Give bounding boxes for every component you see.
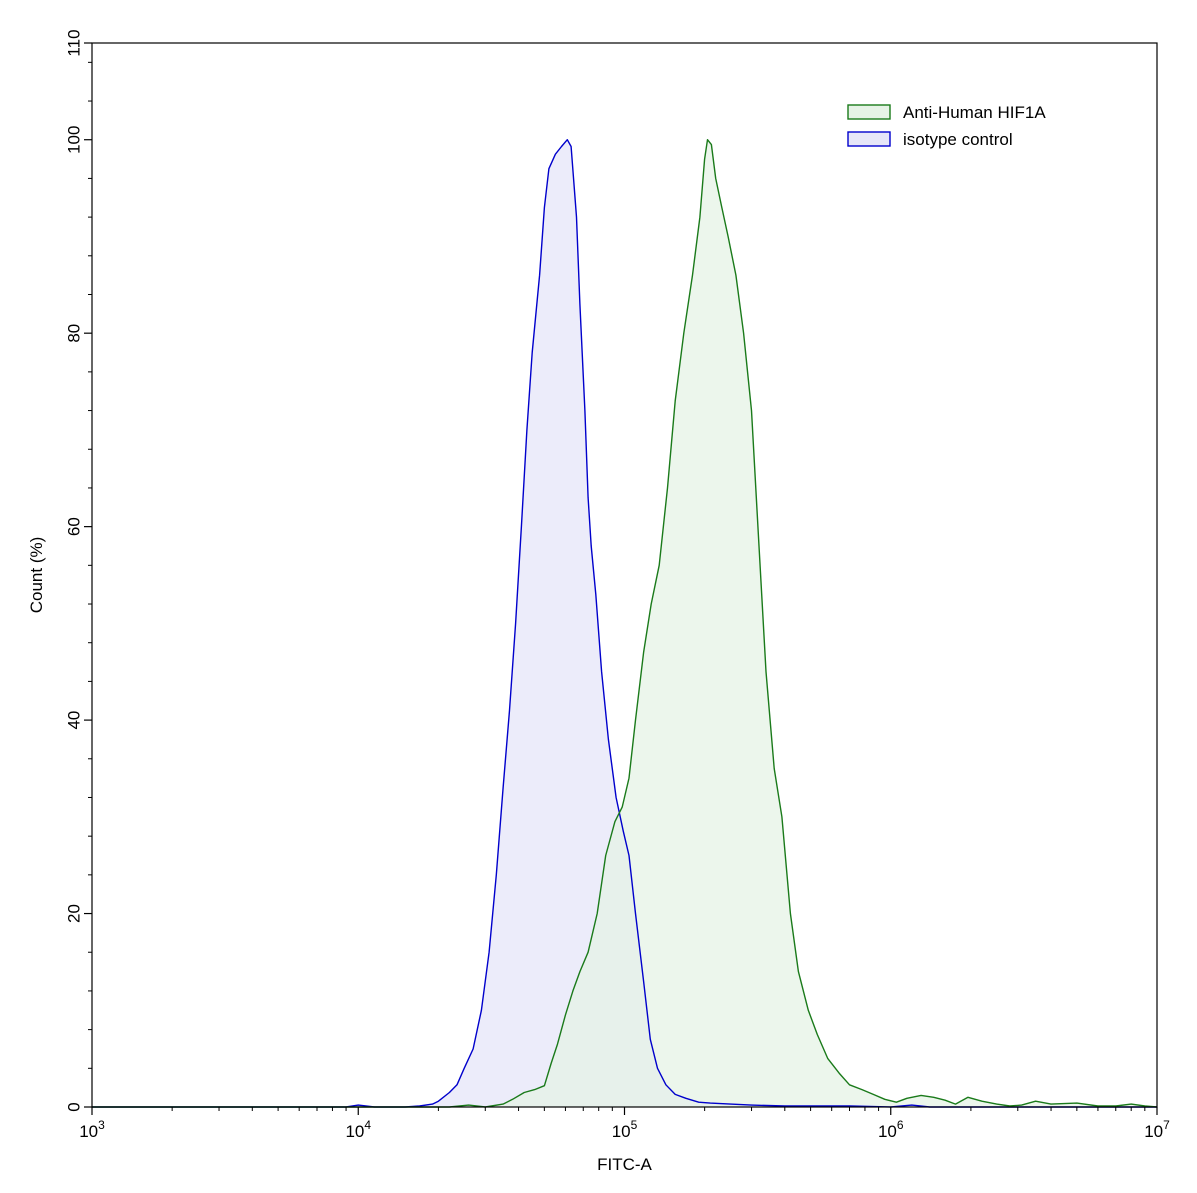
x-tick-exponent: 7 — [1163, 1118, 1170, 1132]
y-tick-label: 110 — [65, 29, 84, 56]
series-line-isotype-control — [92, 139, 1157, 1108]
x-tick-exponent: 6 — [897, 1118, 904, 1132]
series-line-anti-human-hif1a — [92, 139, 1158, 1108]
y-tick-label: 40 — [65, 711, 84, 730]
legend: Anti-Human HIF1A isotype control — [847, 103, 1046, 149]
x-tick-exponent: 3 — [98, 1118, 105, 1132]
x-tick-label: 106 — [878, 1118, 904, 1141]
y-tick-label: 20 — [65, 904, 84, 923]
legend-swatch-isotype-control — [847, 131, 891, 147]
y-tick-label: 60 — [65, 517, 84, 536]
x-tick-exponent: 5 — [631, 1118, 638, 1132]
x-tick-base: 10 — [1144, 1122, 1163, 1141]
y-axis: 0 20 40 60 80 100 110 — [65, 29, 92, 1112]
x-tick-exponent: 4 — [364, 1118, 371, 1132]
x-tick-base: 10 — [878, 1122, 897, 1141]
x-tick-base: 10 — [345, 1122, 364, 1141]
x-tick-base: 10 — [612, 1122, 631, 1141]
y-tick-label: 100 — [65, 126, 84, 154]
series-fill-anti-human-hif1a — [92, 139, 1157, 1107]
x-tick-label: 103 — [79, 1118, 105, 1141]
legend-label-isotype-control: isotype control — [903, 130, 1013, 149]
y-tick-label: 80 — [65, 324, 84, 343]
x-axis-title: FITC-A — [597, 1155, 652, 1174]
series-fills — [92, 139, 1157, 1107]
legend-swatch-anti-human-hif1a — [847, 104, 891, 120]
x-tick-label: 107 — [1144, 1118, 1170, 1141]
y-tick-label: 0 — [65, 1102, 84, 1111]
x-axis: 103 104 105 106 107 — [79, 1107, 1170, 1141]
series-lines — [92, 139, 1158, 1108]
legend-label-anti-human-hif1a: Anti-Human HIF1A — [903, 103, 1046, 122]
x-tick-base: 10 — [79, 1122, 98, 1141]
x-tick-label: 105 — [612, 1118, 638, 1141]
y-axis-title: Count (%) — [27, 537, 46, 614]
x-tick-label: 104 — [345, 1118, 371, 1141]
